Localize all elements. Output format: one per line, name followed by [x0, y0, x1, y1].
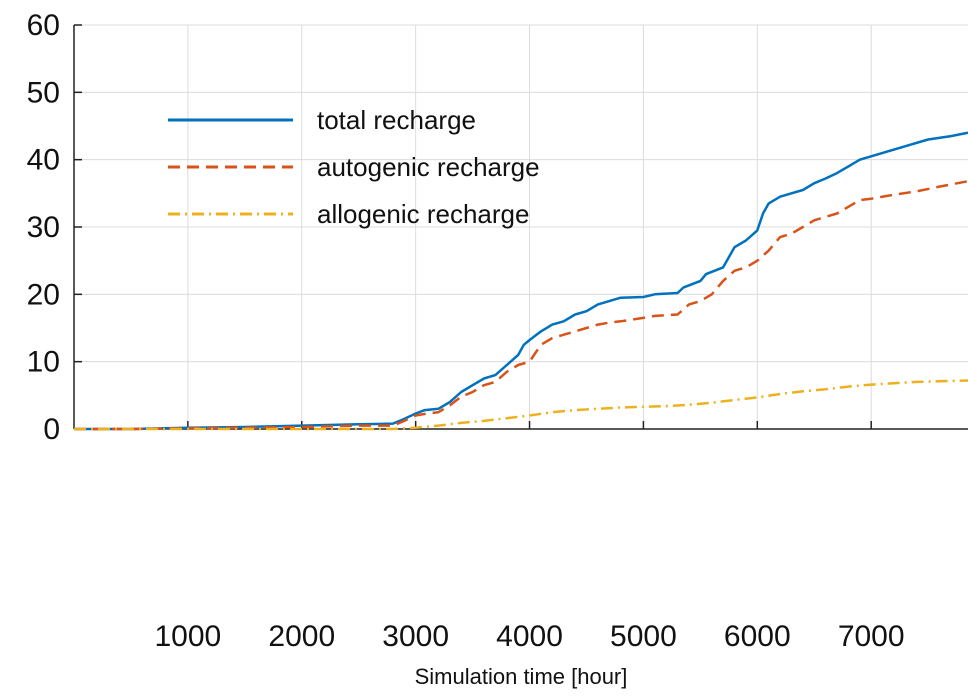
y-tick-label: 60 [27, 9, 60, 42]
y-tick-label: 30 [27, 211, 60, 244]
x-tick-label: 6000 [724, 620, 791, 653]
legend-label-1: total recharge [317, 105, 476, 135]
x-axis-label: Simulation time [hour] [415, 664, 628, 689]
x-tick-label: 3000 [382, 620, 449, 653]
x-tick-label: 2000 [268, 620, 335, 653]
series-line-1 [74, 131, 968, 431]
x-tick-label: 4000 [496, 620, 563, 653]
legend-label-2: autogenic recharge [317, 152, 540, 182]
series-line-3 [74, 379, 968, 431]
x-tick-label: 5000 [610, 620, 677, 653]
legend: total recharge autogenic recharge allogeni… [168, 105, 540, 229]
series-line-2 [74, 179, 968, 431]
y-tick-label: 0 [43, 413, 60, 446]
y-tick-label: 40 [27, 144, 60, 177]
legend-label-3: allogenic recharge [317, 199, 529, 229]
series-group [74, 131, 968, 431]
y-tick-label: 50 [27, 76, 60, 109]
x-tick-label: 7000 [838, 620, 905, 653]
y-tick-label: 10 [27, 346, 60, 379]
y-tick-label: 20 [27, 278, 60, 311]
x-tick-label: 1000 [155, 620, 222, 653]
